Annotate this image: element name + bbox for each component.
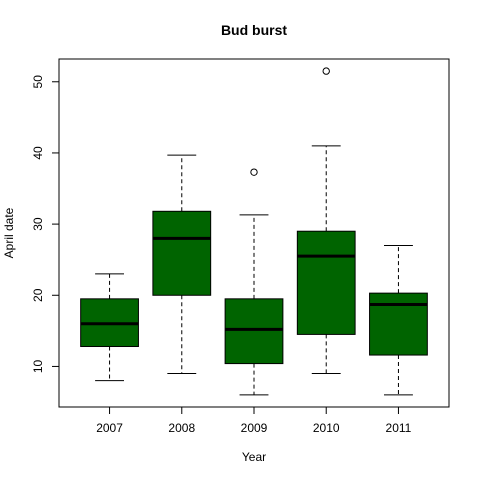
box-2010 (296, 230, 356, 335)
y-tick-label: 30 (31, 217, 45, 231)
y-tick-label: 10 (31, 359, 45, 373)
plot-area: 10 20 30 40 50 2007 2008 2009 2010 2011 (31, 67, 428, 435)
box-2011 (369, 292, 428, 356)
x-tick-label: 2009 (241, 421, 268, 435)
x-tick-label: 2007 (96, 421, 123, 435)
y-axis-label: April date (2, 207, 16, 258)
x-tick-label: 2010 (313, 421, 340, 435)
box-2009 (224, 298, 284, 365)
y-tick-label: 20 (31, 288, 45, 302)
box-2008 (152, 210, 212, 296)
chart-title: Bud burst (221, 22, 287, 38)
x-tick-label: 2011 (386, 421, 412, 435)
y-tick-label: 40 (31, 146, 45, 160)
x-tick-label: 2008 (168, 421, 195, 435)
outlier-point (322, 67, 330, 75)
x-axis-label: Year (242, 450, 266, 464)
outlier-point (250, 168, 258, 176)
y-tick-label: 50 (31, 75, 45, 89)
